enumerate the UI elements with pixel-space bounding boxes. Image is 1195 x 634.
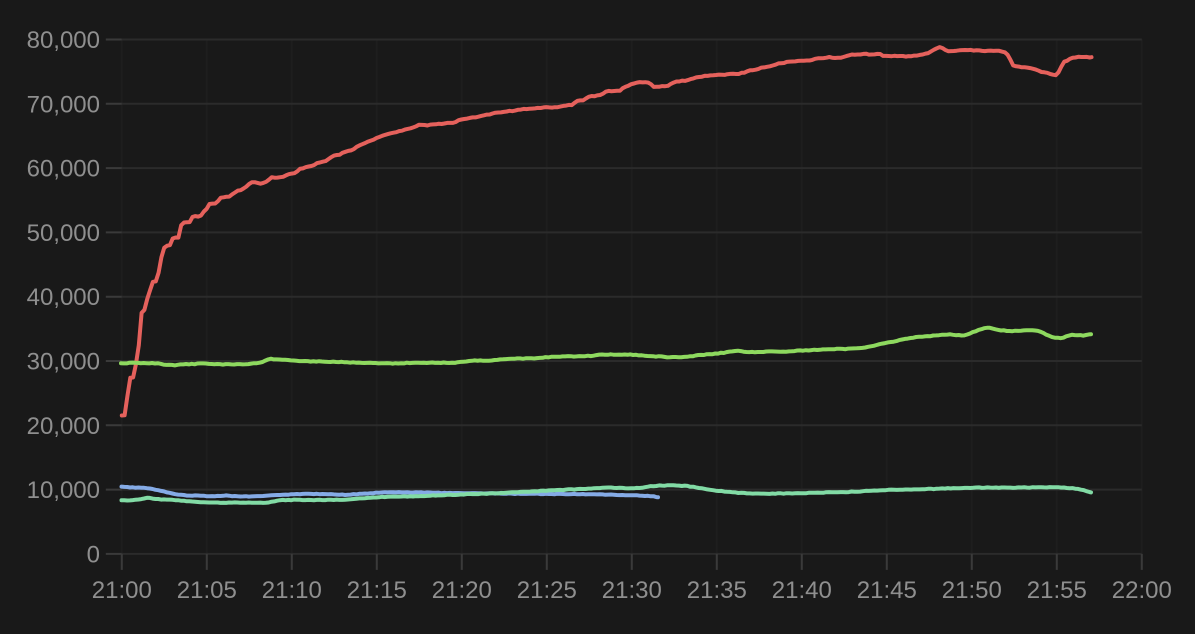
svg-text:10,000: 10,000 [27,477,100,504]
svg-text:21:10: 21:10 [262,577,322,604]
svg-text:21:00: 21:00 [92,577,152,604]
svg-text:21:25: 21:25 [517,577,577,604]
svg-text:21:30: 21:30 [602,577,662,604]
svg-text:30,000: 30,000 [27,349,100,376]
svg-text:21:20: 21:20 [432,577,492,604]
svg-text:21:35: 21:35 [687,577,747,604]
svg-text:22:00: 22:00 [1112,577,1172,604]
svg-text:21:15: 21:15 [347,577,407,604]
svg-text:40,000: 40,000 [27,284,100,311]
svg-text:60,000: 60,000 [27,156,100,183]
svg-text:21:45: 21:45 [857,577,917,604]
svg-text:80,000: 80,000 [27,27,100,54]
svg-text:0: 0 [87,541,100,568]
svg-text:21:40: 21:40 [772,577,832,604]
svg-text:70,000: 70,000 [27,91,100,118]
svg-text:20,000: 20,000 [27,413,100,440]
svg-text:21:05: 21:05 [177,577,237,604]
svg-text:50,000: 50,000 [27,220,100,247]
svg-text:21:50: 21:50 [942,577,1002,604]
svg-text:21:55: 21:55 [1027,577,1087,604]
